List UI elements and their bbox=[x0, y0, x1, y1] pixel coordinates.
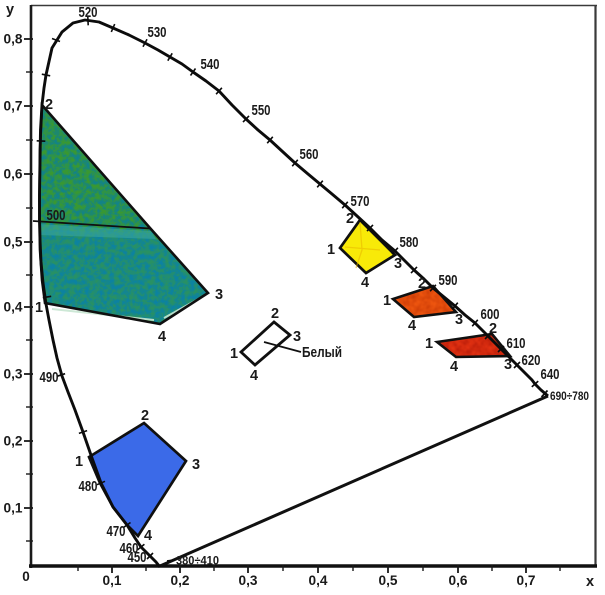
svg-text:530: 530 bbox=[148, 25, 167, 41]
svg-text:1: 1 bbox=[75, 454, 83, 470]
svg-text:480: 480 bbox=[79, 479, 98, 495]
svg-text:0,5: 0,5 bbox=[379, 573, 398, 588]
svg-text:620: 620 bbox=[522, 353, 541, 369]
svg-text:600: 600 bbox=[481, 307, 500, 323]
svg-text:0,7: 0,7 bbox=[4, 99, 23, 114]
svg-text:2: 2 bbox=[346, 211, 354, 227]
svg-text:2: 2 bbox=[489, 321, 497, 337]
svg-text:4: 4 bbox=[144, 528, 152, 544]
svg-text:3: 3 bbox=[192, 457, 200, 473]
svg-text:550: 550 bbox=[252, 103, 271, 119]
svg-text:0,4: 0,4 bbox=[309, 573, 328, 588]
svg-text:1: 1 bbox=[383, 293, 391, 309]
svg-text:y: y bbox=[6, 2, 14, 18]
svg-text:3: 3 bbox=[394, 256, 402, 272]
svg-text:590: 590 bbox=[439, 273, 458, 289]
svg-text:2: 2 bbox=[141, 408, 149, 424]
svg-text:470: 470 bbox=[107, 524, 126, 540]
svg-text:490: 490 bbox=[40, 370, 59, 386]
svg-text:3: 3 bbox=[293, 329, 301, 345]
svg-text:570: 570 bbox=[351, 194, 370, 210]
svg-text:540: 540 bbox=[201, 57, 220, 73]
svg-text:460: 460 bbox=[120, 541, 139, 557]
svg-text:0,6: 0,6 bbox=[449, 573, 468, 588]
svg-text:4: 4 bbox=[450, 359, 458, 375]
svg-text:0,4: 0,4 bbox=[4, 300, 23, 315]
svg-text:0,1: 0,1 bbox=[4, 501, 23, 516]
svg-text:0,2: 0,2 bbox=[4, 434, 23, 449]
svg-text:3: 3 bbox=[504, 357, 512, 373]
svg-text:380÷410: 380÷410 bbox=[176, 554, 219, 568]
svg-text:3: 3 bbox=[455, 312, 463, 328]
svg-text:4: 4 bbox=[158, 329, 166, 345]
svg-text:2: 2 bbox=[418, 276, 426, 292]
svg-text:450: 450 bbox=[128, 550, 147, 566]
svg-text:2: 2 bbox=[271, 306, 279, 322]
svg-text:580: 580 bbox=[400, 235, 419, 251]
svg-text:0: 0 bbox=[22, 569, 30, 584]
svg-text:1: 1 bbox=[425, 336, 433, 352]
svg-text:x: x bbox=[586, 574, 594, 590]
svg-text:4: 4 bbox=[361, 275, 369, 291]
svg-text:4: 4 bbox=[408, 318, 416, 334]
svg-text:1: 1 bbox=[327, 242, 335, 258]
svg-text:0,3: 0,3 bbox=[239, 573, 258, 588]
svg-text:640: 640 bbox=[541, 367, 560, 383]
svg-text:0,5: 0,5 bbox=[4, 235, 23, 250]
svg-text:0,1: 0,1 bbox=[103, 573, 122, 588]
svg-text:1: 1 bbox=[230, 346, 238, 362]
svg-text:0,8: 0,8 bbox=[4, 32, 23, 47]
svg-text:0,3: 0,3 bbox=[4, 367, 23, 382]
svg-text:0,2: 0,2 bbox=[171, 573, 190, 588]
svg-text:560: 560 bbox=[300, 147, 319, 163]
svg-text:1: 1 bbox=[35, 300, 43, 316]
svg-text:Белый: Белый bbox=[302, 345, 342, 361]
svg-text:0,7: 0,7 bbox=[517, 573, 536, 588]
svg-text:520: 520 bbox=[79, 5, 98, 21]
svg-text:0,6: 0,6 bbox=[4, 167, 23, 182]
svg-text:610: 610 bbox=[507, 336, 526, 352]
svg-text:690÷780: 690÷780 bbox=[550, 389, 589, 403]
svg-text:4: 4 bbox=[250, 368, 258, 384]
svg-text:500: 500 bbox=[47, 208, 66, 224]
svg-text:3: 3 bbox=[215, 287, 223, 303]
svg-text:2: 2 bbox=[45, 97, 53, 113]
